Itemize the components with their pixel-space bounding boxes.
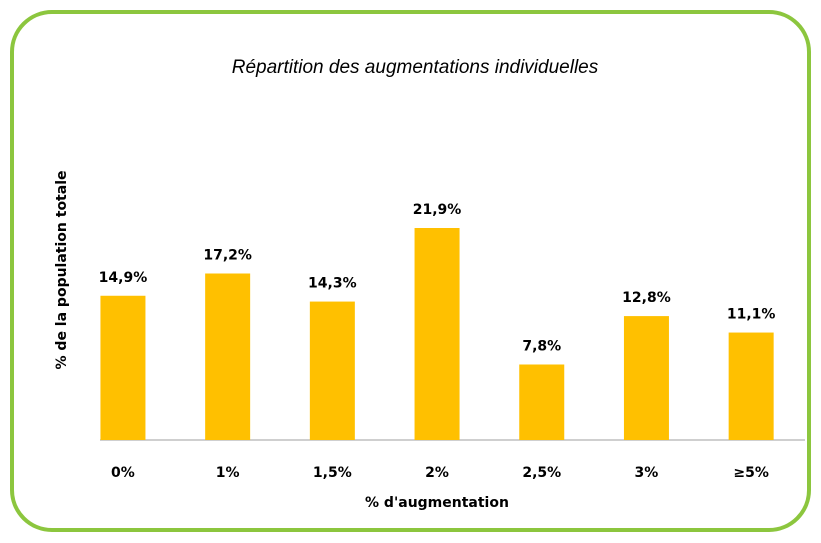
- value-label: 14,3%: [308, 276, 357, 292]
- value-label: 14,9%: [99, 270, 148, 286]
- bar: [205, 273, 251, 440]
- value-label: 11,1%: [727, 307, 776, 323]
- bar: [728, 332, 774, 440]
- x-tick-label: 1%: [216, 465, 240, 481]
- x-tick-label: 1,5%: [313, 465, 352, 481]
- bar: [100, 295, 146, 440]
- bar: [309, 301, 355, 440]
- value-label: 7,8%: [522, 338, 561, 354]
- bar: [519, 364, 565, 440]
- value-label: 17,2%: [203, 247, 252, 263]
- x-tick-label: 2,5%: [522, 465, 561, 481]
- value-label: 21,9%: [413, 202, 462, 218]
- x-tick-label: 3%: [635, 465, 659, 481]
- bar: [623, 316, 669, 440]
- bar: [414, 228, 460, 440]
- value-label: 12,8%: [622, 290, 671, 306]
- x-tick-label: 0%: [111, 465, 135, 481]
- x-tick-label: ≥5%: [733, 465, 769, 481]
- y-axis-label: % de la population totale: [54, 171, 70, 370]
- chart-title: Répartition des augmentations individuel…: [232, 57, 599, 78]
- x-tick-label: 2%: [425, 465, 449, 481]
- x-axis-label: % d'augmentation: [365, 495, 509, 511]
